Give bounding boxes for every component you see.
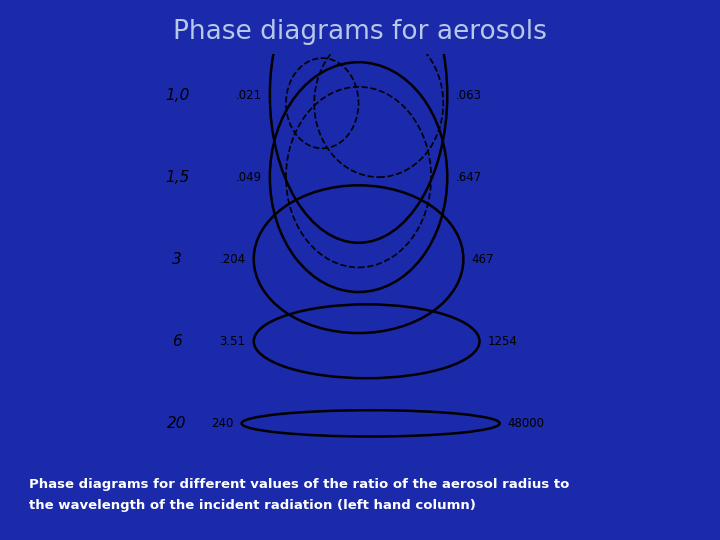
Text: Phase diagrams for aerosols: Phase diagrams for aerosols [173,19,547,45]
Text: 48000: 48000 [508,417,545,430]
Text: 3: 3 [172,252,182,267]
Text: 3.51: 3.51 [220,335,246,348]
Text: 1,0: 1,0 [165,87,189,103]
Text: .204: .204 [220,253,246,266]
Text: 20: 20 [167,416,187,431]
Text: .049: .049 [235,171,262,184]
Text: Phase diagrams for different values of the ratio of the aerosol radius to: Phase diagrams for different values of t… [29,478,570,491]
Text: 6: 6 [172,334,182,349]
Text: .647: .647 [455,171,482,184]
Text: the wavelength of the incident radiation (left hand column): the wavelength of the incident radiation… [29,500,476,512]
Text: 1,5: 1,5 [165,170,189,185]
Text: 240: 240 [211,417,233,430]
Text: 1254: 1254 [487,335,518,348]
Text: .063: .063 [455,89,482,102]
Text: 467: 467 [472,253,494,266]
Text: .021: .021 [235,89,262,102]
